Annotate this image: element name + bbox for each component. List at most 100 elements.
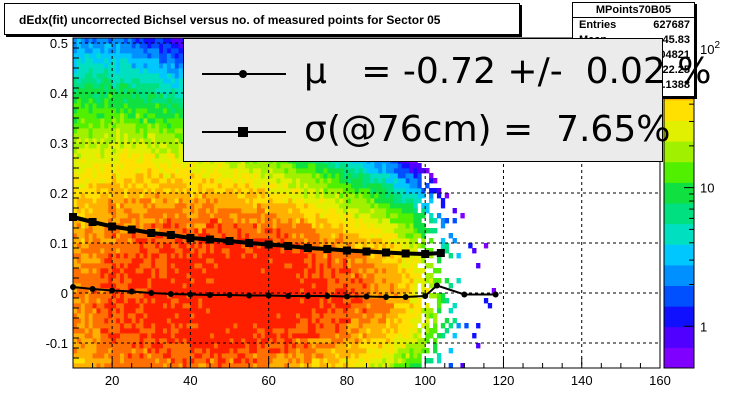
heatmap-cell <box>80 278 86 284</box>
heatmap-cell <box>108 168 113 174</box>
heatmap-cell <box>198 303 203 309</box>
heatmap-cell <box>112 58 117 64</box>
heatmap-cell <box>350 238 356 244</box>
heatmap-cell <box>92 348 97 354</box>
heatmap-cell <box>119 78 125 84</box>
heatmap-cell <box>327 278 332 284</box>
heatmap-cell <box>335 258 340 264</box>
heatmap-cell <box>84 183 90 189</box>
heatmap-cell <box>276 348 281 354</box>
heatmap-cell <box>311 348 317 354</box>
heatmap-cell <box>241 328 246 334</box>
heatmap-cell <box>202 213 207 219</box>
heatmap-cell <box>123 323 129 329</box>
heatmap-cell <box>182 253 187 259</box>
heatmap-cell <box>112 248 117 254</box>
heatmap-cell <box>323 298 328 304</box>
heatmap-cell <box>131 268 137 274</box>
heatmap-cell <box>260 323 266 329</box>
heatmap-cell <box>264 193 270 199</box>
heatmap-cell <box>76 208 82 214</box>
heatmap-cell <box>151 308 156 314</box>
heatmap-cell <box>206 253 211 259</box>
heatmap-cell <box>178 188 183 194</box>
heatmap-cell <box>100 98 105 104</box>
heatmap-cell <box>386 358 391 364</box>
heatmap-cell <box>299 278 305 284</box>
heatmap-cell <box>174 278 180 284</box>
heatmap-cell <box>80 78 86 84</box>
heatmap-cell <box>194 228 199 234</box>
heatmap-cell <box>166 238 172 244</box>
heatmap-cell <box>284 258 289 264</box>
heatmap-cell <box>237 353 242 359</box>
heatmap-cell <box>264 288 270 294</box>
heatmap-cell <box>119 218 125 224</box>
heatmap-cell <box>233 353 238 359</box>
heatmap-cell <box>245 328 250 334</box>
heatmap-cell <box>397 263 403 269</box>
heatmap-cell <box>159 138 164 144</box>
heatmap-cell <box>362 238 367 244</box>
heatmap-cell <box>178 118 183 124</box>
heatmap-cell <box>170 298 176 304</box>
heatmap-cell <box>213 198 219 204</box>
heatmap-cell <box>174 73 180 79</box>
heatmap-cell <box>88 243 93 249</box>
heatmap-cell <box>292 208 297 214</box>
heatmap-cell <box>139 83 144 89</box>
heatmap-cell <box>272 173 277 179</box>
heatmap-cell <box>393 188 399 194</box>
heatmap-cell <box>382 298 387 304</box>
heatmap-cell <box>96 183 101 189</box>
heatmap-cell <box>76 173 82 179</box>
heatmap-cell <box>139 73 144 79</box>
heatmap-cell <box>170 173 176 179</box>
heatmap-cell <box>178 313 183 319</box>
heatmap-cell <box>315 223 320 229</box>
heatmap-cell <box>284 348 289 354</box>
heatmap-cell <box>382 308 387 314</box>
heatmap-cell <box>131 253 137 259</box>
heatmap-cell <box>139 38 144 44</box>
heatmap-cell <box>237 358 242 364</box>
heatmap-cell <box>104 218 109 224</box>
heatmap-cell <box>366 283 371 289</box>
heatmap-cell <box>237 308 242 314</box>
heatmap-cell <box>292 258 297 264</box>
heatmap-cell <box>88 238 93 244</box>
heatmap-cell <box>198 333 203 339</box>
heatmap-cell <box>327 298 332 304</box>
heatmap-cell <box>221 278 227 284</box>
heatmap-cell <box>253 243 258 249</box>
heatmap-cell <box>331 303 336 309</box>
heatmap-cell <box>139 323 144 329</box>
heatmap-cell <box>116 278 121 284</box>
heatmap-cell <box>225 333 230 339</box>
heatmap-cell <box>253 203 258 209</box>
heatmap-cell <box>284 228 289 234</box>
heatmap-cell <box>96 103 101 109</box>
heatmap-cell <box>370 333 375 339</box>
heatmap-cell <box>343 218 348 224</box>
heatmap-cell <box>382 173 387 179</box>
heatmap-cell <box>163 58 168 64</box>
heatmap-cell <box>245 213 250 219</box>
heatmap-cell <box>374 168 379 174</box>
heatmap-cell <box>186 338 191 344</box>
heatmap-cell <box>256 163 262 169</box>
heatmap-cell <box>178 208 183 214</box>
heatmap-cell <box>209 343 215 349</box>
heatmap-cell <box>311 308 317 314</box>
heatmap-cell <box>112 188 117 194</box>
heatmap-cell <box>159 328 164 334</box>
heatmap-cell <box>276 358 281 364</box>
heatmap-cell <box>92 193 97 199</box>
heatmap-cell <box>123 148 129 154</box>
heatmap-cell <box>131 358 137 364</box>
heatmap-cell <box>73 128 78 134</box>
heatmap-cell <box>190 228 195 234</box>
heatmap-cell <box>159 248 164 254</box>
heatmap-cell <box>112 183 117 189</box>
heatmap-cell <box>260 308 266 314</box>
